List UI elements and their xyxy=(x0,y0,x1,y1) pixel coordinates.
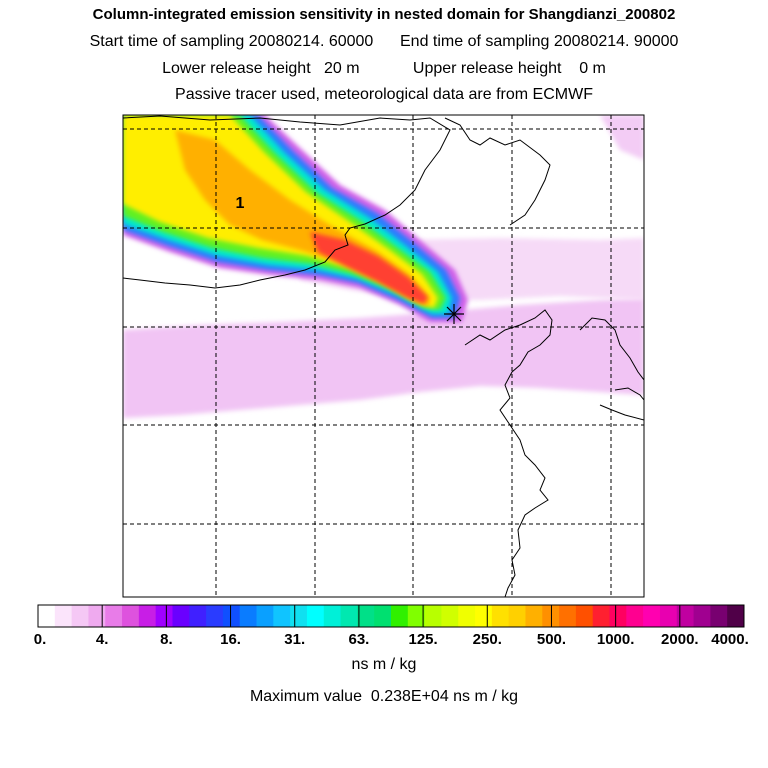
colorbar-cell xyxy=(441,605,459,627)
colorbar-cell xyxy=(54,605,73,627)
colorbar-cell xyxy=(290,605,308,627)
low-sensitivity-band xyxy=(123,298,644,418)
release-heights: Lower release height 20 m Upper release … xyxy=(0,60,768,78)
colorbar-cell xyxy=(693,605,711,627)
colorbar-cell xyxy=(239,605,258,627)
colorbar-cell xyxy=(659,605,678,627)
lower-release-label: Lower release height 20 m xyxy=(162,60,360,77)
colorbar-cell xyxy=(643,605,661,627)
colorbar-cell xyxy=(222,605,241,627)
colorbar-tick-label: 31. xyxy=(284,631,306,648)
colorbar-cell xyxy=(491,605,510,627)
colorbar-cell xyxy=(71,605,89,627)
colorbar-cell xyxy=(525,605,543,627)
colorbar-cell xyxy=(357,605,375,627)
colorbar-cell xyxy=(626,605,644,627)
colorbar-tick-label: 16. xyxy=(220,631,241,648)
low-sensitivity-corner xyxy=(600,115,644,160)
chart-title: Column-integrated emission sensitivity i… xyxy=(92,6,676,23)
colorbar-cell xyxy=(340,605,358,627)
colorbar-cell xyxy=(306,605,325,627)
colorbar-cell xyxy=(407,605,426,627)
colorbar-frame xyxy=(37,604,745,628)
colorbar-units: ns m / kg xyxy=(351,656,417,673)
colorbar-cell xyxy=(38,605,56,627)
colorbar-cell xyxy=(138,605,157,627)
colorbar-cell xyxy=(155,605,173,627)
colorbar-cell xyxy=(727,605,745,627)
sampling-times: Start time of sampling 20080214. 60000 E… xyxy=(0,33,768,51)
colorbar-tick-label: 500. xyxy=(536,631,567,648)
colorbar-cell xyxy=(676,605,695,627)
colorbar-tick-label: 250. xyxy=(472,631,502,648)
colorbar-tick-label: 1000. xyxy=(596,631,635,648)
colorbar-tick-label: 2000. xyxy=(661,631,699,648)
colorbar-cell xyxy=(508,605,526,627)
colorbar-cell xyxy=(575,605,594,627)
colorbar-tick-label: 125. xyxy=(408,631,438,648)
map-frame xyxy=(122,114,645,598)
colorbar-cell xyxy=(559,605,577,627)
colorbar-cell xyxy=(88,605,106,627)
coastlines xyxy=(123,115,644,597)
colorbar-cell xyxy=(592,605,611,627)
colorbar-tick-label: 4. xyxy=(95,631,109,648)
tracer-note: Passive tracer used, meteorological data… xyxy=(175,86,593,103)
sensitivity-map: 1 xyxy=(122,114,645,598)
end-time-label: End time of sampling 20080214. 90000 xyxy=(400,33,679,50)
colorbar-tick-label: 4000. xyxy=(711,631,749,648)
colorbar-cell xyxy=(374,605,392,627)
maximum-value: Maximum value 0.238E+04 ns m / kg xyxy=(249,688,519,705)
plume-red xyxy=(310,232,428,304)
colorbar-tick-label: 0. xyxy=(33,631,47,648)
release-site-marker xyxy=(444,304,464,324)
colorbar-cell xyxy=(206,605,224,627)
colorbar-cell xyxy=(424,605,442,627)
colorbar-cell xyxy=(710,605,728,627)
colorbar-cell xyxy=(323,605,342,627)
colorbar-cell xyxy=(391,605,409,627)
colorbar-tick-label: 8. xyxy=(160,631,173,648)
graticule xyxy=(123,115,644,597)
colorbar-cell xyxy=(475,605,493,627)
colorbar-cell xyxy=(189,605,207,627)
colorbar-cell xyxy=(122,605,140,627)
colorbar-cell xyxy=(172,605,190,627)
colorbar-cell xyxy=(542,605,560,627)
colorbar-cell xyxy=(256,605,274,627)
upper-release-label: Upper release height 0 m xyxy=(412,60,606,77)
colorbar-cell xyxy=(458,605,476,627)
start-time-label: Start time of sampling 20080214. 60000 xyxy=(89,33,374,50)
colorbar xyxy=(37,604,745,628)
colorbar-cell xyxy=(609,605,627,627)
colorbar-tick-label: 63. xyxy=(348,631,370,648)
plume-label: 1 xyxy=(236,195,245,212)
colorbar-cells xyxy=(38,605,745,627)
colorbar-cell xyxy=(105,605,123,627)
colorbar-cell xyxy=(273,605,291,627)
